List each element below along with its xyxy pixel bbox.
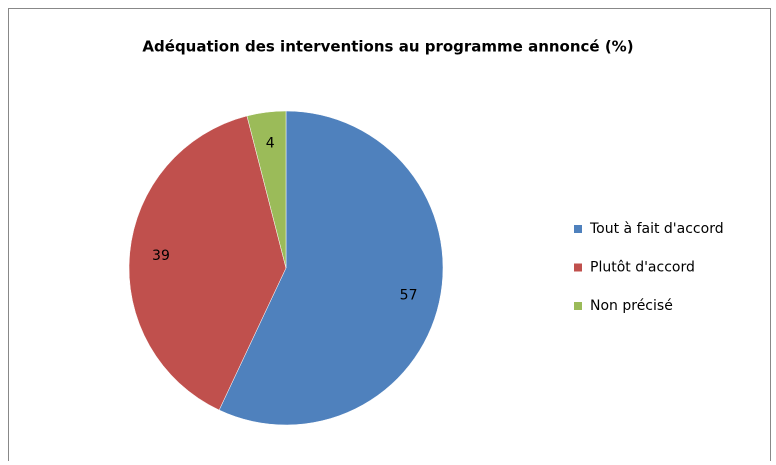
data-label: 4 — [266, 135, 275, 151]
chart-title: Adéquation des interventions au programm… — [142, 38, 633, 56]
data-label: 57 — [400, 287, 418, 303]
pie-slice — [128, 115, 287, 411]
pie-slice — [218, 110, 444, 426]
legend-label: Tout à fait d'accord — [589, 221, 724, 237]
pie-slice — [246, 110, 287, 269]
data-label: 39 — [152, 248, 170, 264]
legend-swatch — [574, 302, 582, 310]
legend-label: Non précisé — [590, 298, 673, 314]
legend-swatch — [574, 263, 582, 272]
legend-label: Plutôt d'accord — [590, 260, 695, 276]
legend-swatch — [574, 225, 582, 233]
